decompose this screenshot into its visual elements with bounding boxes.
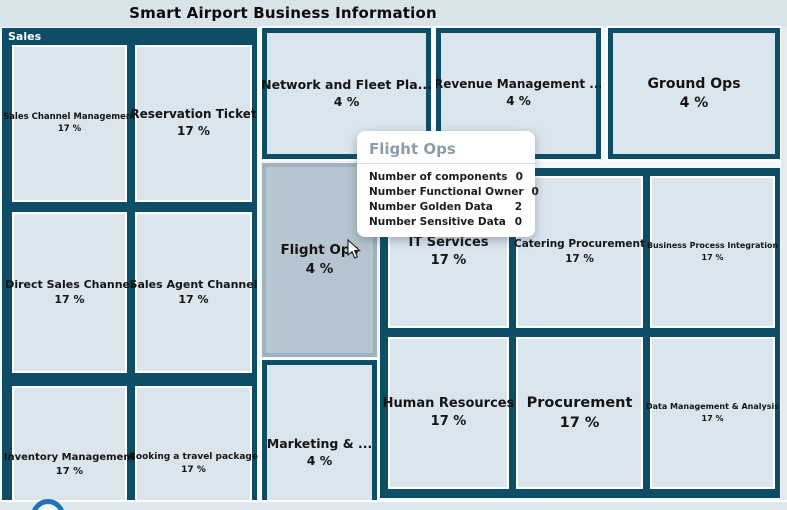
tile-name: Reservation Ticket — [130, 107, 257, 122]
tile-name: IT Services — [408, 234, 489, 250]
tile-name: Direct Sales Channel — [5, 277, 134, 291]
tooltip-row-value: 0 — [515, 170, 523, 183]
tile-name: Data Management & Analysis — [646, 402, 779, 412]
tile-name: Ground Ops — [647, 75, 741, 92]
tooltip-row: Number Golden Data 2 — [357, 199, 535, 214]
right-edge-strip — [781, 27, 787, 510]
tile-value: 4 % — [333, 94, 360, 109]
tile-value: 17 % — [55, 466, 84, 477]
tooltip-row-value: 0 — [514, 215, 522, 228]
tooltip-row-label: Number of components — [369, 170, 508, 183]
tooltip-row-label: Number Golden Data — [369, 200, 493, 213]
tile-name: Booking a travel package — [129, 452, 258, 463]
group-label-sales[interactable]: Sales — [8, 30, 42, 43]
tile-name: Network and Fleet Pla... — [261, 76, 432, 92]
tooltip-row-value: 0 — [531, 185, 539, 198]
tile-name: Human Resources — [382, 395, 515, 411]
tile-data-management-analysis[interactable]: Data Management & Analysis 17 % — [646, 337, 779, 489]
tile-ground-ops[interactable]: Ground Ops 4 % — [606, 26, 782, 161]
tile-value: 4 % — [305, 260, 334, 277]
tile-catering-procurement[interactable]: Catering Procurement 17 % — [514, 176, 645, 328]
tile-value: 17 % — [701, 252, 724, 262]
tile-value: 17 % — [177, 124, 210, 138]
tile-name: Sales Channel Management — [3, 111, 136, 122]
tile-value: 17 % — [54, 293, 85, 306]
tile-name: Business Process Integration — [646, 241, 779, 251]
tile-booking-a-travel-package[interactable]: Booking a travel package 17 % — [129, 386, 258, 510]
tile-name: Marketing & ... — [266, 435, 373, 451]
tile-name: Inventory Management — [3, 452, 136, 463]
tooltip-row-label: Number Functional Owner — [369, 185, 524, 198]
tile-value: 17 % — [565, 252, 594, 265]
mouse-cursor-icon — [347, 238, 362, 264]
tile-sales-channel-management[interactable]: Sales Channel Management 17 % — [3, 45, 136, 202]
tile-marketing[interactable]: Marketing & ... 4 % — [260, 358, 379, 510]
tile-name: Revenue Management ... — [434, 77, 603, 92]
tile-value: 17 % — [57, 124, 82, 134]
title-bar: Smart Airport Business Information — [0, 0, 787, 27]
tooltip-title: Flight Ops — [369, 140, 456, 158]
tile-value: 17 % — [178, 293, 209, 306]
tooltip-row: Number of components 0 — [357, 169, 535, 184]
tile-business-process-integration[interactable]: Business Process Integration 17 % — [646, 176, 779, 328]
tooltip-row: Number Functional Owner 0 — [357, 184, 539, 199]
tile-name: Flight Ops — [280, 241, 359, 258]
tile-sales-agent-channel[interactable]: Sales Agent Channel 17 % — [130, 212, 257, 373]
tile-value: 4 % — [306, 453, 333, 468]
tile-reservation-ticket[interactable]: Reservation Ticket 17 % — [130, 45, 257, 202]
tile-value: 17 % — [430, 413, 467, 429]
tile-value: 17 % — [559, 414, 600, 431]
tile-value: 4 % — [506, 94, 531, 108]
tile-human-resources[interactable]: Human Resources 17 % — [383, 337, 514, 489]
tooltip-row-label: Number Sensitive Data — [369, 215, 506, 228]
tile-name: Catering Procurement — [514, 237, 645, 250]
tooltip-rows: Number of components 0 Number Functional O… — [357, 169, 539, 229]
tile-value: 17 % — [430, 252, 467, 268]
tooltip-divider — [357, 163, 535, 164]
tooltip-row-value: 2 — [514, 200, 522, 213]
tile-name: Sales Agent Channel — [129, 277, 258, 291]
tile-direct-sales-channel[interactable]: Direct Sales Channel 17 % — [5, 212, 134, 373]
flight-ops-tooltip: Flight Ops Number of components 0 Number F… — [357, 131, 539, 237]
tile-procurement[interactable]: Procurement 17 % — [516, 337, 643, 489]
tile-value: 4 % — [679, 95, 709, 111]
tile-value: 17 % — [181, 465, 206, 475]
tile-inventory-management[interactable]: Inventory Management 17 % — [4, 386, 135, 510]
tooltip-row: Number Sensitive Data 0 — [357, 214, 535, 229]
page-title: Smart Airport Business Information — [129, 4, 437, 22]
bottom-edge-strip — [0, 500, 787, 510]
tile-name: Procurement — [526, 394, 633, 411]
tile-value: 17 % — [701, 413, 724, 423]
